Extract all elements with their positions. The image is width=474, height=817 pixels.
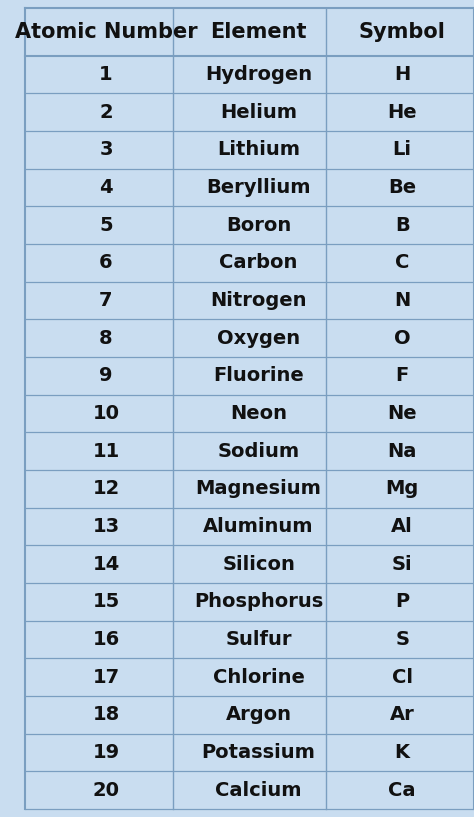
Text: Li: Li [392, 141, 412, 159]
Text: Al: Al [392, 517, 413, 536]
Text: Calcium: Calcium [215, 780, 302, 800]
Text: Carbon: Carbon [219, 253, 298, 272]
Text: 7: 7 [99, 291, 113, 310]
Text: Aluminum: Aluminum [203, 517, 314, 536]
Text: Beryllium: Beryllium [206, 178, 311, 197]
Text: Ca: Ca [388, 780, 416, 800]
Text: 13: 13 [92, 517, 119, 536]
Text: Potassium: Potassium [201, 743, 316, 761]
Text: 15: 15 [92, 592, 119, 611]
Text: 8: 8 [99, 328, 113, 347]
Text: Nitrogen: Nitrogen [210, 291, 307, 310]
Text: Ar: Ar [390, 705, 415, 724]
Text: 6: 6 [99, 253, 113, 272]
Text: O: O [394, 328, 410, 347]
Text: Cl: Cl [392, 667, 413, 686]
Text: Element: Element [210, 22, 307, 42]
Text: Boron: Boron [226, 216, 291, 234]
Text: 20: 20 [92, 780, 119, 800]
Text: N: N [394, 291, 410, 310]
Text: Oxygen: Oxygen [217, 328, 300, 347]
Text: P: P [395, 592, 409, 611]
Text: K: K [395, 743, 410, 761]
Text: Ne: Ne [387, 404, 417, 423]
Text: 4: 4 [99, 178, 113, 197]
Text: Phosphorus: Phosphorus [194, 592, 323, 611]
Text: 2: 2 [99, 103, 113, 122]
Text: 1: 1 [99, 65, 113, 84]
Text: 3: 3 [99, 141, 113, 159]
Text: Sodium: Sodium [218, 441, 300, 461]
Text: 12: 12 [92, 480, 119, 498]
Text: Fluorine: Fluorine [213, 366, 304, 386]
Text: B: B [395, 216, 410, 234]
Text: H: H [394, 65, 410, 84]
Text: Neon: Neon [230, 404, 287, 423]
Text: 11: 11 [92, 441, 119, 461]
Text: 19: 19 [92, 743, 119, 761]
Text: Be: Be [388, 178, 416, 197]
Text: 18: 18 [92, 705, 119, 724]
Text: Na: Na [388, 441, 417, 461]
Text: Magnesium: Magnesium [196, 480, 321, 498]
Text: Argon: Argon [226, 705, 292, 724]
Text: Mg: Mg [385, 480, 419, 498]
Text: Lithium: Lithium [217, 141, 300, 159]
Text: Helium: Helium [220, 103, 297, 122]
Text: He: He [387, 103, 417, 122]
Text: C: C [395, 253, 410, 272]
Text: 16: 16 [92, 630, 119, 649]
Text: F: F [396, 366, 409, 386]
Text: Atomic Number: Atomic Number [15, 22, 197, 42]
Text: Hydrogen: Hydrogen [205, 65, 312, 84]
Text: Si: Si [392, 555, 412, 574]
Text: 5: 5 [99, 216, 113, 234]
Text: Sulfur: Sulfur [225, 630, 292, 649]
Text: 17: 17 [92, 667, 119, 686]
Text: S: S [395, 630, 409, 649]
Text: Silicon: Silicon [222, 555, 295, 574]
Text: Chlorine: Chlorine [213, 667, 304, 686]
Text: Symbol: Symbol [359, 22, 446, 42]
Text: 9: 9 [99, 366, 113, 386]
Text: 14: 14 [92, 555, 119, 574]
Text: 10: 10 [92, 404, 119, 423]
